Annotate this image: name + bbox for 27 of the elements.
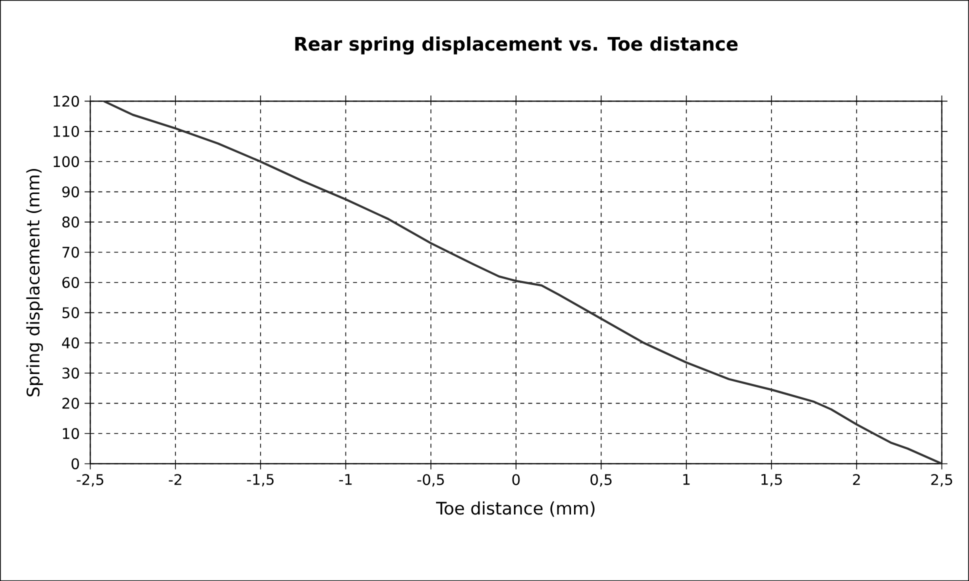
x-tick-label: -1,5 xyxy=(247,474,274,486)
y-tick-label: 40 xyxy=(62,337,79,348)
y-tick-label: 100 xyxy=(54,156,79,168)
y-tick-label: 120 xyxy=(54,96,79,107)
y-tick-label: 110 xyxy=(54,126,79,137)
x-tick-label: 2 xyxy=(853,474,860,485)
y-tick-label: 80 xyxy=(62,216,79,228)
y-tick-label: 70 xyxy=(62,246,79,258)
y-tick-label: 50 xyxy=(62,307,79,318)
x-tick-label: -2,5 xyxy=(76,474,104,487)
chart-title: Rear spring displacement vs. Toe distance xyxy=(295,36,738,55)
x-tick-label: 0 xyxy=(512,474,520,486)
x-tick-label: -0,5 xyxy=(417,474,444,487)
x-tick-label: 1,5 xyxy=(761,474,782,486)
y-tick-label: 20 xyxy=(62,398,79,409)
x-axis-title: Toe distance (mm) xyxy=(436,501,595,517)
x-tick-label: -1 xyxy=(339,474,352,485)
y-tick-label: 60 xyxy=(62,276,79,288)
x-tick-label: 1 xyxy=(683,474,690,485)
y-axis-title: Spring displacement (mm) xyxy=(26,168,43,396)
y-tick-label: 30 xyxy=(62,368,79,379)
x-tick-label: 0,5 xyxy=(590,474,612,487)
y-tick-label: 10 xyxy=(62,428,79,439)
x-tick-label: -2 xyxy=(168,474,182,485)
y-tick-label: 0 xyxy=(72,458,79,470)
y-tick-label: 90 xyxy=(62,186,79,198)
x-tick-label: 2,5 xyxy=(931,474,952,487)
